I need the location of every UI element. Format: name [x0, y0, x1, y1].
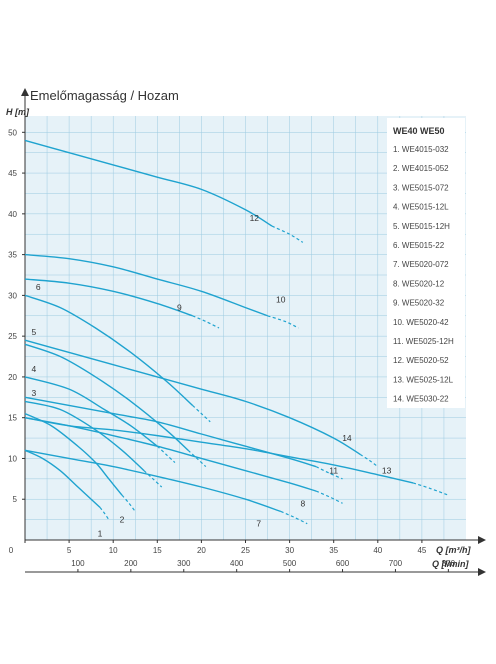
series-label-14: 14	[342, 433, 352, 443]
series-label-11: 11	[329, 466, 338, 476]
series-label-13: 13	[382, 466, 392, 476]
series-label-6: 6	[36, 282, 41, 292]
x-axis-arrow	[478, 536, 486, 544]
series-label-3: 3	[31, 388, 36, 398]
y-tick-label: 30	[8, 291, 17, 300]
series-line-12	[24, 139, 273, 227]
legend-item: 7. WE5020-072	[393, 260, 449, 269]
series-label-7: 7	[256, 519, 261, 529]
series-line-1	[24, 449, 101, 508]
legend-item: 4. WE5015-12L	[393, 203, 449, 212]
x2-tick-label: 700	[389, 559, 403, 568]
y-tick-label: 10	[8, 454, 17, 463]
series-label-12: 12	[250, 213, 260, 223]
legend-item: 2. WE4015-052	[393, 164, 449, 173]
legend-item: 8. WE5020-12	[393, 279, 445, 288]
legend-item: 6. WE5015-22	[393, 241, 445, 250]
y-tick-label: 25	[8, 332, 17, 341]
legend-item: 13. WE5025-12L	[393, 375, 454, 384]
x-tick-label: 10	[109, 546, 118, 555]
x-axis-label: Q [m³/h]	[436, 545, 471, 555]
series-label-10: 10	[276, 294, 286, 304]
x-tick-label: 5	[67, 546, 72, 555]
legend-box	[387, 118, 465, 408]
x2-tick-label: 500	[283, 559, 297, 568]
x2-tick-label: 200	[124, 559, 138, 568]
y-tick-label: 50	[8, 128, 17, 137]
x-tick-label: 30	[285, 546, 294, 555]
series-line-3	[24, 400, 145, 472]
series-line-2	[24, 412, 123, 496]
x-tick-label: 40	[373, 546, 382, 555]
x2-tick-label: 600	[336, 559, 350, 568]
series-label-9: 9	[177, 303, 182, 313]
series-line-11	[24, 396, 317, 468]
x2-tick-label: 100	[71, 559, 85, 568]
x-tick-label: 35	[329, 546, 338, 555]
legend-item: 1. WE4015-032	[393, 145, 449, 154]
legend-item: 10. WE5020-42	[393, 318, 449, 327]
series-label-1: 1	[98, 528, 103, 538]
series-dash-4	[156, 445, 176, 463]
series-line-6	[24, 294, 194, 406]
x2-axis-label: Q [l/min]	[432, 559, 469, 569]
series-dash-13	[412, 482, 449, 496]
x2-tick-label: 800	[442, 559, 456, 568]
series-dash-10	[267, 315, 299, 329]
x2-tick-label: 300	[177, 559, 191, 568]
series-line-10	[24, 253, 268, 317]
legend-item: 14. WE5030-22	[393, 395, 449, 404]
x-tick-label: 45	[417, 546, 426, 555]
y-tick-label: 15	[8, 414, 17, 423]
y-tick-label: 45	[8, 169, 17, 178]
y-axis-label: H [m]	[6, 107, 30, 117]
series-line-4	[24, 376, 158, 447]
series-line-13	[24, 417, 414, 484]
series-line-14	[24, 339, 361, 455]
chart-title: Emelőmagasság / Hozam	[30, 88, 179, 103]
series-dash-2	[121, 494, 136, 512]
series-label-2: 2	[120, 515, 125, 525]
series-label-5: 5	[31, 327, 36, 337]
series-line-7	[24, 449, 282, 513]
x-tick-label: 20	[197, 546, 206, 555]
y-axis-arrow	[21, 88, 29, 96]
y-tick-label: 40	[8, 210, 17, 219]
x-tick-label: 15	[153, 546, 162, 555]
legend-item: 12. WE5020-52	[393, 356, 449, 365]
legend-item: 5. WE5015-12H	[393, 222, 450, 231]
legend-title: WE40 WE50	[393, 126, 445, 136]
legend-item: 3. WE5015-072	[393, 183, 449, 192]
x-tick-label: 0	[9, 546, 14, 555]
x2-tick-label: 400	[230, 559, 244, 568]
series-dash-6	[192, 405, 211, 423]
series-label-8: 8	[300, 498, 305, 508]
series-dash-14	[359, 453, 379, 468]
x-tick-label: 25	[241, 546, 250, 555]
y-tick-label: 20	[8, 373, 17, 382]
legend-item: 9. WE5020-32	[393, 299, 445, 308]
series-line-9	[24, 278, 193, 317]
series-label-4: 4	[31, 364, 36, 374]
series-dash-1	[99, 507, 110, 520]
y-tick-label: 5	[13, 495, 18, 504]
x2-axis-arrow	[478, 568, 486, 576]
y-tick-label: 35	[8, 251, 17, 260]
legend-item: 11. WE5025-12H	[393, 337, 454, 346]
series-dash-5	[187, 449, 207, 468]
series-dash-3	[143, 470, 163, 488]
series-line-5	[24, 343, 189, 451]
series-dash-12	[271, 225, 304, 243]
